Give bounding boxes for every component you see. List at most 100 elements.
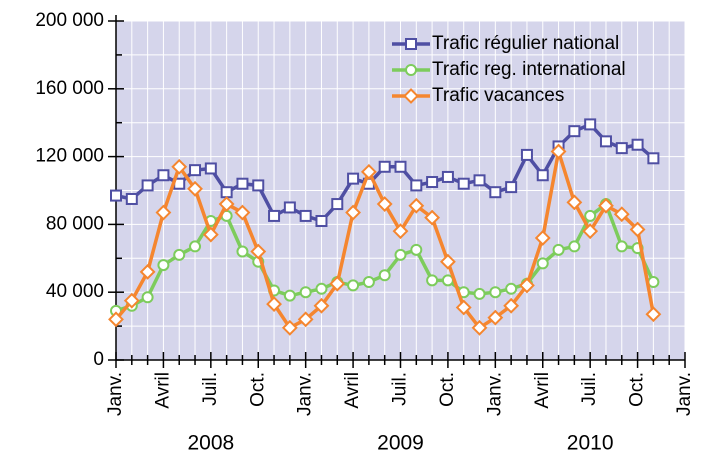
data-point xyxy=(123,292,140,309)
data-point xyxy=(297,311,314,328)
data-point xyxy=(440,253,456,270)
data-point xyxy=(424,209,441,226)
data-point xyxy=(598,197,614,214)
data-point xyxy=(187,180,203,197)
data-point xyxy=(173,248,186,261)
data-point xyxy=(315,215,328,228)
data-point xyxy=(613,206,630,223)
data-point xyxy=(394,160,407,173)
data-point xyxy=(125,192,138,205)
data-point xyxy=(157,259,170,272)
x-tick-label: Avril xyxy=(532,372,553,409)
data-point xyxy=(550,143,567,160)
data-point xyxy=(568,125,581,138)
data-point xyxy=(408,197,425,214)
data-point xyxy=(489,186,502,199)
y-tick-label: 40 000 xyxy=(46,281,104,302)
x-tick-label: Avril xyxy=(342,372,363,409)
data-point xyxy=(552,243,565,256)
x-tick-label: Juil. xyxy=(200,372,221,406)
data-point xyxy=(376,196,393,212)
data-point xyxy=(520,148,533,161)
y-tick-label: 80 000 xyxy=(46,213,104,234)
data-point xyxy=(519,277,535,294)
data-point xyxy=(252,179,265,192)
x-group-label: 2009 xyxy=(377,432,424,455)
x-tick-label: Juil. xyxy=(390,372,411,406)
data-point xyxy=(378,160,391,173)
data-point xyxy=(410,179,423,192)
data-point xyxy=(441,170,454,183)
data-point xyxy=(378,269,391,282)
data-point xyxy=(139,263,156,280)
data-point xyxy=(315,282,328,295)
y-tick-label: 200 000 xyxy=(35,10,104,31)
data-point xyxy=(171,158,188,175)
legend-label: Trafic vacances xyxy=(432,85,564,106)
data-point xyxy=(457,177,470,190)
legend-marker xyxy=(405,38,417,50)
data-point xyxy=(299,209,312,222)
data-point xyxy=(426,176,439,189)
data-point xyxy=(536,169,549,182)
data-point xyxy=(631,138,644,151)
x-group-label: 2010 xyxy=(567,432,614,455)
data-point xyxy=(599,135,612,148)
y-tick-label: 160 000 xyxy=(35,78,104,99)
data-point xyxy=(471,319,488,336)
data-point xyxy=(566,194,583,211)
data-point xyxy=(250,243,267,260)
data-point xyxy=(426,274,439,287)
data-point xyxy=(410,243,423,256)
data-point xyxy=(236,245,249,258)
x-tick-label: Avril xyxy=(152,372,173,409)
data-point xyxy=(108,311,124,328)
data-point xyxy=(189,240,202,253)
data-point xyxy=(487,309,504,326)
y-tick-label: 0 xyxy=(93,349,104,370)
data-point xyxy=(347,172,360,185)
data-point xyxy=(584,209,597,222)
data-point xyxy=(110,189,122,202)
data-point xyxy=(299,286,312,299)
legend-label: Trafic régulier national xyxy=(432,33,619,54)
data-point xyxy=(141,291,154,304)
data-point xyxy=(313,297,330,314)
data-point xyxy=(505,282,518,295)
x-tick-label: Juil. xyxy=(579,372,600,406)
x-tick-label: Janv. xyxy=(105,372,126,416)
data-point xyxy=(281,319,298,336)
data-point xyxy=(220,186,233,199)
legend-marker xyxy=(403,88,419,104)
data-point xyxy=(155,204,172,221)
x-tick-label: Oct. xyxy=(247,372,268,407)
data-point xyxy=(615,142,628,155)
data-point xyxy=(189,164,202,177)
data-point xyxy=(582,223,599,240)
data-point xyxy=(392,223,409,240)
data-point xyxy=(647,152,660,165)
data-point xyxy=(534,230,551,246)
x-tick-label: Janv. xyxy=(674,372,695,416)
x-tick-label: Janv. xyxy=(295,372,316,416)
data-point xyxy=(505,181,518,194)
x-tick-label: Oct. xyxy=(437,372,458,407)
data-point xyxy=(362,276,375,289)
x-tick-label: Janv. xyxy=(484,372,505,416)
data-point xyxy=(234,204,251,221)
data-point xyxy=(647,276,660,289)
data-point xyxy=(568,240,581,253)
x-tick-label: Oct. xyxy=(627,372,648,407)
legend-marker xyxy=(405,64,417,76)
data-point xyxy=(503,297,520,314)
data-point xyxy=(615,240,628,253)
data-point xyxy=(141,179,154,192)
data-point xyxy=(236,177,249,190)
data-point xyxy=(329,275,346,292)
data-point xyxy=(489,286,502,299)
data-point xyxy=(394,248,407,261)
data-point xyxy=(202,226,219,243)
data-point xyxy=(331,198,344,211)
data-point xyxy=(268,209,281,222)
x-group-label: 2008 xyxy=(187,432,234,455)
